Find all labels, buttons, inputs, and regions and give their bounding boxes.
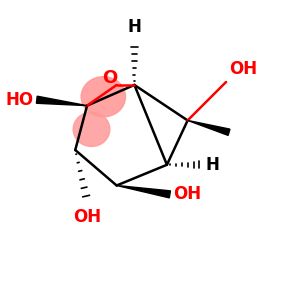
Ellipse shape bbox=[73, 112, 110, 146]
Text: OH: OH bbox=[173, 185, 201, 203]
Text: H: H bbox=[128, 18, 141, 36]
Polygon shape bbox=[36, 96, 87, 106]
Text: OH: OH bbox=[229, 59, 257, 77]
Text: HO: HO bbox=[6, 91, 34, 109]
Ellipse shape bbox=[81, 77, 125, 117]
Text: O: O bbox=[102, 68, 117, 86]
Text: OH: OH bbox=[73, 208, 101, 226]
Text: H: H bbox=[206, 156, 219, 174]
Polygon shape bbox=[188, 120, 230, 135]
Polygon shape bbox=[117, 185, 170, 198]
